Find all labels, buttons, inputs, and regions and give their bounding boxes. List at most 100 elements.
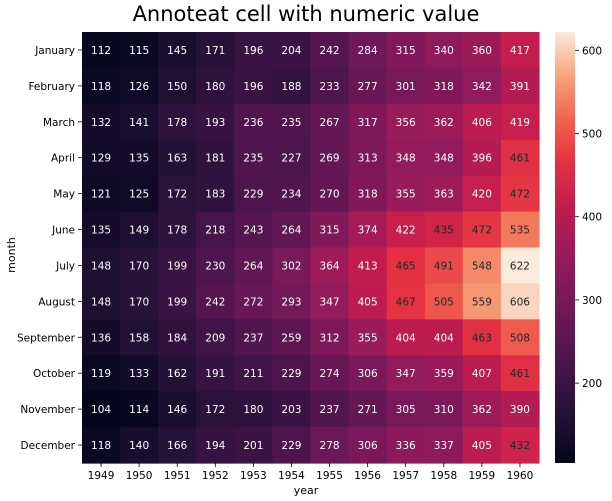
cell-value-label: 149 bbox=[129, 225, 149, 237]
heatmap-cell bbox=[310, 391, 350, 428]
x-axis: 1949 1950 1951 1952 1953 1954 1955 1956 1957 1958… bbox=[88, 463, 533, 482]
heatmap-cell bbox=[462, 175, 502, 213]
cell-value-label: 126 bbox=[129, 81, 149, 93]
cell-value-label: 360 bbox=[472, 45, 492, 57]
heatmap-cell bbox=[82, 319, 121, 356]
heatmap-cell bbox=[348, 139, 388, 177]
heatmap-cell bbox=[386, 211, 426, 249]
heatmap-cell bbox=[196, 355, 235, 392]
heatmap-cell bbox=[272, 319, 312, 356]
heatmap-cell bbox=[310, 103, 350, 141]
cell-value-label: 163 bbox=[167, 153, 187, 165]
cell-value-label: 461 bbox=[510, 153, 530, 165]
y-tick-label: September bbox=[17, 332, 76, 344]
cell-value-label: 229 bbox=[281, 368, 301, 380]
heatmap-cell bbox=[500, 103, 540, 141]
cell-value-label: 271 bbox=[358, 404, 378, 416]
cell-value-label: 348 bbox=[434, 153, 454, 165]
cell-value-label: 301 bbox=[396, 81, 416, 93]
heatmap-cell bbox=[82, 283, 121, 320]
heatmap-cell bbox=[234, 211, 274, 249]
cell-value-label: 461 bbox=[510, 368, 530, 380]
cell-value-label: 180 bbox=[205, 81, 225, 93]
cell-value-label: 170 bbox=[129, 260, 149, 272]
cell-value-label: 317 bbox=[358, 117, 378, 129]
heatmap-cell bbox=[82, 427, 121, 464]
heatmap-cell bbox=[424, 32, 464, 69]
heatmap-cell bbox=[424, 139, 464, 177]
heatmap-cell bbox=[272, 175, 312, 213]
heatmap-cell bbox=[424, 391, 464, 428]
heatmap-cell bbox=[424, 103, 464, 141]
heatmap-cell bbox=[196, 247, 235, 285]
cell-value-label: 121 bbox=[91, 189, 111, 201]
heatmap-cell bbox=[310, 319, 350, 356]
cell-value-label: 472 bbox=[510, 189, 530, 201]
cell-value-label: 230 bbox=[205, 260, 225, 272]
y-tick-label: January bbox=[34, 45, 75, 57]
heatmap-cell bbox=[120, 32, 159, 69]
chart-title: Annoteat cell with numeric value bbox=[133, 2, 480, 26]
heatmap-cell bbox=[234, 175, 274, 213]
colorbar-tick-label: 500 bbox=[582, 129, 602, 141]
heatmap-cell bbox=[196, 175, 235, 213]
heatmap-cell bbox=[272, 67, 312, 105]
heatmap-cell bbox=[196, 139, 235, 177]
cell-value-label: 419 bbox=[510, 117, 530, 129]
cell-value-label: 184 bbox=[167, 332, 187, 344]
cell-value-label: 336 bbox=[396, 440, 416, 452]
heatmap-cell bbox=[272, 247, 312, 285]
y-tick-label: October bbox=[33, 368, 76, 380]
y-tick-label: April bbox=[51, 153, 75, 165]
heatmap-cell bbox=[348, 355, 388, 392]
cell-value-label: 178 bbox=[167, 117, 187, 129]
x-tick-label: 1958 bbox=[430, 470, 457, 482]
cell-value-label: 277 bbox=[358, 81, 378, 93]
cell-value-label: 150 bbox=[167, 81, 187, 93]
cell-value-label: 435 bbox=[434, 225, 454, 237]
cell-value-label: 374 bbox=[358, 225, 378, 237]
heatmap-cell bbox=[500, 139, 540, 177]
cell-value-label: 178 bbox=[167, 225, 187, 237]
cell-value-label: 305 bbox=[396, 404, 416, 416]
heatmap-cell bbox=[158, 391, 197, 428]
heatmap-cells bbox=[82, 32, 540, 464]
heatmap-cell bbox=[120, 319, 159, 356]
cell-value-label: 145 bbox=[167, 45, 187, 57]
cell-value-label: 417 bbox=[510, 45, 530, 57]
cell-value-label: 391 bbox=[510, 81, 530, 93]
heatmap-cell bbox=[82, 103, 121, 141]
cell-value-label: 310 bbox=[434, 404, 454, 416]
heatmap-cell bbox=[424, 247, 464, 285]
heatmap-cell bbox=[120, 211, 159, 249]
cell-value-label: 312 bbox=[320, 332, 340, 344]
y-axis-label: month bbox=[5, 237, 18, 273]
heatmap-cell bbox=[158, 355, 197, 392]
cell-value-label: 342 bbox=[472, 81, 492, 93]
heatmap-cell bbox=[234, 32, 274, 69]
heatmap-cell bbox=[82, 32, 121, 69]
cell-value-label: 364 bbox=[320, 260, 340, 272]
cell-value-label: 293 bbox=[281, 296, 301, 308]
heatmap-cell bbox=[310, 32, 350, 69]
cell-value-label: 396 bbox=[472, 153, 492, 165]
cell-value-label: 348 bbox=[396, 153, 416, 165]
heatmap-cell bbox=[234, 319, 274, 356]
x-tick-label: 1955 bbox=[316, 470, 343, 482]
heatmap-cell bbox=[158, 319, 197, 356]
x-tick-label: 1957 bbox=[392, 470, 419, 482]
heatmap-cell bbox=[424, 211, 464, 249]
cell-value-label: 172 bbox=[205, 404, 225, 416]
cell-value-label: 315 bbox=[320, 225, 340, 237]
x-tick-label: 1949 bbox=[88, 470, 115, 482]
cell-value-label: 136 bbox=[91, 332, 111, 344]
cell-value-label: 356 bbox=[396, 117, 416, 129]
heatmap-cell bbox=[462, 247, 502, 285]
heatmap-cell bbox=[272, 283, 312, 320]
heatmap-cell bbox=[386, 355, 426, 392]
heatmap-cell bbox=[158, 283, 197, 320]
x-tick-label: 1956 bbox=[354, 470, 381, 482]
heatmap-cell bbox=[348, 211, 388, 249]
heatmap-cell bbox=[310, 247, 350, 285]
colorbar: 200 300 400 500 600 bbox=[555, 32, 602, 463]
